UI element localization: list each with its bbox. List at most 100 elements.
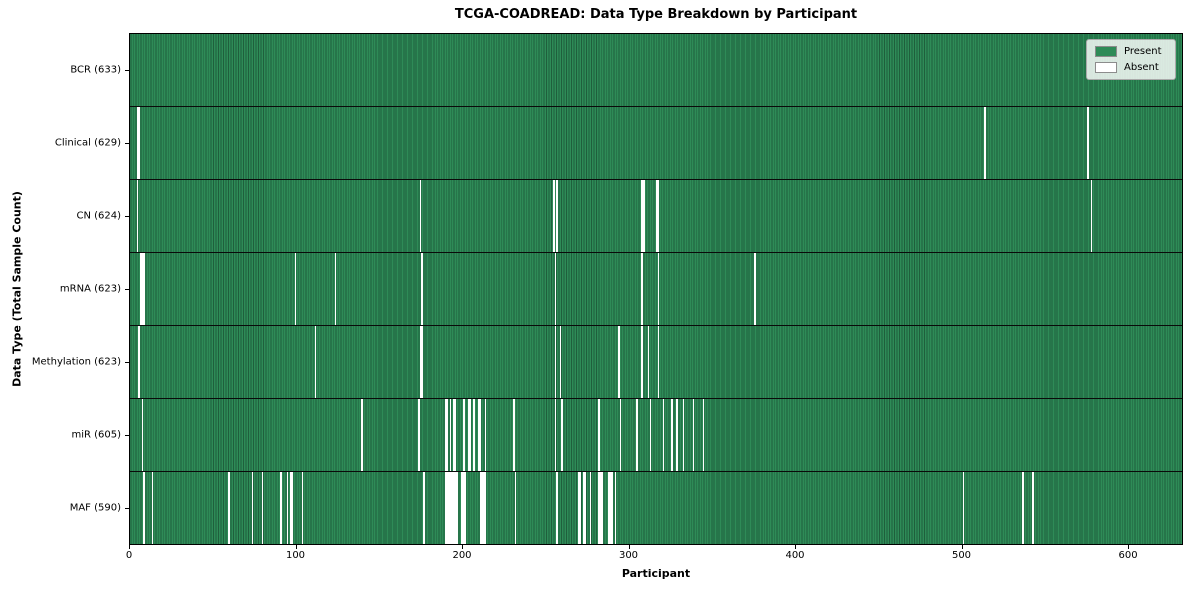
absent-line xyxy=(453,399,455,471)
absent-line xyxy=(577,472,580,544)
absent-line xyxy=(136,180,139,252)
x-tick-label: 500 xyxy=(951,550,972,561)
x-tick-mark xyxy=(795,545,796,549)
x-tick-mark xyxy=(129,545,130,549)
y-tick-label: miR (605) xyxy=(71,429,121,441)
absent-line xyxy=(554,326,557,398)
absent-line xyxy=(286,472,289,544)
absent-line xyxy=(136,107,139,179)
y-tick-label: Clinical (629) xyxy=(54,137,121,149)
absent-line xyxy=(1022,472,1025,544)
absent-line xyxy=(139,253,142,325)
absent-line xyxy=(641,180,643,252)
absent-line xyxy=(754,253,757,325)
absent-line xyxy=(641,253,643,325)
y-tick-mark xyxy=(125,508,129,510)
absent-line xyxy=(464,472,467,544)
absent-line xyxy=(559,326,562,398)
absent-line xyxy=(561,399,563,471)
absent-line xyxy=(609,472,612,544)
x-tick-label: 200 xyxy=(452,550,472,561)
absent-line xyxy=(512,399,515,471)
row-bcr xyxy=(130,34,1182,107)
absent-line xyxy=(552,180,555,252)
absent-line xyxy=(468,399,470,471)
absent-line xyxy=(1032,472,1035,544)
x-tick-mark xyxy=(628,545,630,549)
absent-line xyxy=(449,399,452,471)
x-tick-mark xyxy=(1128,545,1130,549)
absent-line xyxy=(451,472,454,544)
absent-line xyxy=(478,399,480,471)
absent-line xyxy=(479,399,482,471)
row-mir xyxy=(130,399,1182,472)
legend-item-present: Present xyxy=(1095,46,1167,57)
row-clinical xyxy=(130,107,1182,180)
absent-line xyxy=(483,472,485,544)
absent-line xyxy=(662,399,665,471)
legend-label-present: Present xyxy=(1124,46,1162,57)
absent-line xyxy=(463,399,465,471)
absent-swatch-icon xyxy=(1095,62,1117,73)
absent-line xyxy=(692,399,695,471)
legend-item-absent: Absent xyxy=(1095,62,1167,73)
x-tick-mark xyxy=(295,545,297,549)
y-tick-label: mRNA (623) xyxy=(59,283,121,295)
absent-line xyxy=(554,399,557,471)
absent-line xyxy=(607,472,610,544)
absent-line xyxy=(657,180,660,252)
absent-line xyxy=(421,326,424,398)
y-tick-label: Methylation (623) xyxy=(31,356,121,368)
absent-line xyxy=(421,253,424,325)
absent-line xyxy=(143,253,145,325)
y-tick-label: BCR (633) xyxy=(70,64,121,76)
absent-line xyxy=(289,472,292,544)
absent-line xyxy=(702,399,705,471)
row-maf xyxy=(130,472,1182,544)
absent-line xyxy=(514,472,517,544)
absent-line xyxy=(657,253,660,325)
absent-line xyxy=(456,472,459,544)
x-tick-label: 100 xyxy=(285,550,306,561)
absent-line xyxy=(446,472,449,544)
absent-line xyxy=(962,472,965,544)
absent-line xyxy=(446,399,449,471)
absent-line xyxy=(473,399,475,471)
absent-line xyxy=(556,180,558,252)
absent-line xyxy=(984,107,986,179)
absent-line xyxy=(463,472,465,544)
y-tick-mark xyxy=(125,362,129,364)
absent-line xyxy=(1090,180,1093,252)
absent-line xyxy=(301,472,304,544)
absent-line xyxy=(419,326,422,398)
absent-line xyxy=(454,399,457,471)
absent-line xyxy=(261,472,264,544)
absent-line xyxy=(251,472,254,544)
absent-line xyxy=(597,472,600,544)
absent-line xyxy=(584,472,587,544)
absent-line xyxy=(649,399,652,471)
x-tick-mark xyxy=(462,545,463,549)
y-tick-label: CN (624) xyxy=(76,210,121,222)
absent-line xyxy=(671,399,673,471)
absent-line xyxy=(143,472,145,544)
absent-line xyxy=(614,472,617,544)
y-tick-mark xyxy=(125,69,129,71)
x-tick-label: 0 xyxy=(125,550,133,561)
y-tick-mark xyxy=(125,142,129,144)
y-tick-mark xyxy=(125,435,129,437)
x-tick-label: 600 xyxy=(1118,550,1138,561)
absent-line xyxy=(599,472,602,544)
absent-line xyxy=(444,472,447,544)
absent-line xyxy=(453,472,455,544)
plot-area xyxy=(129,33,1183,545)
absent-line xyxy=(151,472,154,544)
absent-line xyxy=(617,326,620,398)
absent-line xyxy=(611,472,613,544)
absent-line xyxy=(597,399,600,471)
y-tick-mark xyxy=(125,289,129,290)
absent-line xyxy=(579,472,582,544)
absent-line xyxy=(647,326,650,398)
absent-line xyxy=(481,472,483,544)
